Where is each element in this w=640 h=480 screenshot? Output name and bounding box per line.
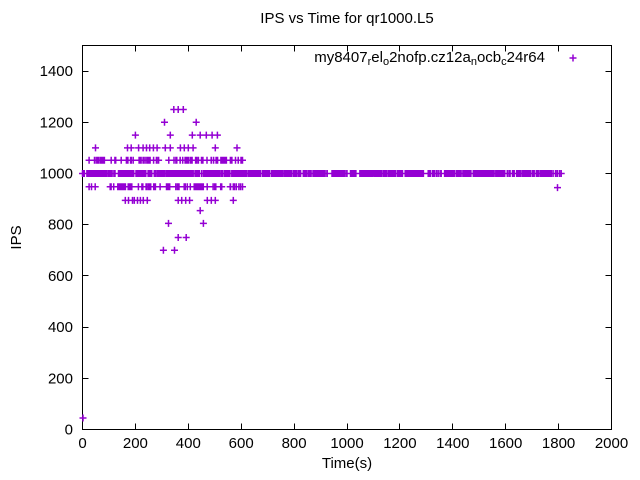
svg-text:400: 400: [176, 435, 201, 452]
svg-text:1600: 1600: [489, 435, 522, 452]
data-points: [79, 106, 565, 422]
svg-text:800: 800: [282, 435, 307, 452]
svg-text:1000: 1000: [40, 166, 73, 183]
svg-text:0: 0: [78, 435, 86, 452]
x-axis-label: Time(s): [322, 455, 372, 472]
legend: my8407relo2nofp.cz12anocbc24r64: [314, 49, 577, 68]
x-tick-labels: 0 200 400 600 800 1000 1200 1400 1600 1800 2000: [78, 435, 628, 452]
svg-text:600: 600: [48, 268, 73, 285]
svg-text:2000: 2000: [595, 435, 628, 452]
svg-text:1200: 1200: [383, 435, 416, 452]
legend-marker-icon: [569, 54, 577, 62]
legend-label: my8407relo2nofp.cz12anocbc24r64: [314, 49, 545, 68]
svg-text:200: 200: [48, 370, 73, 387]
svg-text:400: 400: [48, 319, 73, 336]
svg-text:1400: 1400: [40, 63, 73, 80]
chart-title: IPS vs Time for qr1000.L5: [260, 10, 433, 27]
svg-text:600: 600: [229, 435, 254, 452]
svg-text:1000: 1000: [330, 435, 363, 452]
svg-text:0: 0: [65, 422, 73, 439]
svg-text:1200: 1200: [40, 114, 73, 131]
svg-text:200: 200: [123, 435, 148, 452]
y-tick-labels: 0 200 400 600 800 1000 1200 1400: [40, 63, 73, 438]
svg-text:800: 800: [48, 217, 73, 234]
y-axis-label: IPS: [8, 225, 25, 249]
svg-text:1800: 1800: [542, 435, 575, 452]
plot-frame: [82, 45, 612, 430]
svg-text:1400: 1400: [436, 435, 469, 452]
